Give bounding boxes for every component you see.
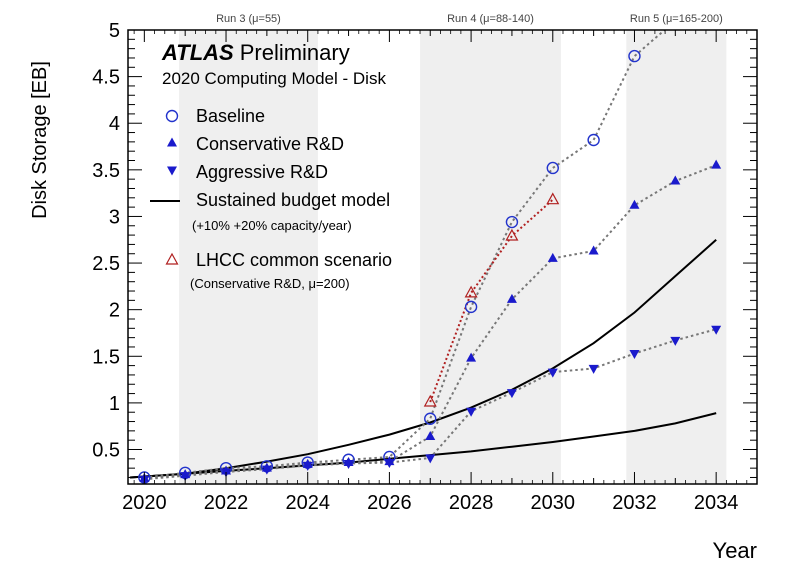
- aggressive-point: [180, 472, 191, 482]
- atlas-header: ATLAS Preliminary 2020 Computing Model - …: [161, 40, 386, 88]
- budget-line-20pct: [129, 239, 717, 479]
- run-label-3: Run 3 (μ=55): [216, 13, 281, 25]
- baseline-point: [464, 300, 478, 314]
- series-layer: [129, 30, 722, 484]
- y-tick-label: 4: [109, 113, 120, 135]
- legend-baseline-label: Baseline: [196, 106, 265, 126]
- lhcc-point: [505, 228, 519, 241]
- x-axis-title: Year: [713, 538, 757, 563]
- aggressive-point: [547, 368, 558, 378]
- status-label: Preliminary: [240, 40, 350, 65]
- aggressive-point: [711, 325, 722, 335]
- y-axis-title: Disk Storage [EB]: [29, 61, 51, 219]
- legend-budget-note: (+10% +20% capacity/year): [192, 218, 352, 233]
- baseline-point: [424, 412, 437, 425]
- legend-aggressive-marker: [167, 166, 177, 176]
- conservative-point: [466, 352, 477, 362]
- legend-aggressive-label: Aggressive R&D: [196, 162, 328, 182]
- run-label-4: Run 4 (μ=88-140): [447, 13, 534, 25]
- run-shading: [179, 30, 727, 484]
- aggressive-point: [343, 459, 354, 469]
- legend-conservative-label: Conservative R&D: [196, 134, 344, 154]
- aggressive-point: [588, 364, 599, 374]
- x-tick-label: 2022: [204, 492, 249, 514]
- atlas-label: ATLAS: [161, 40, 234, 65]
- x-tick-label: 2032: [612, 492, 657, 514]
- conservative-point: [506, 293, 517, 303]
- y-tick-label: 5: [109, 20, 120, 42]
- x-tick-label: 2026: [367, 492, 412, 514]
- conservative-point: [547, 252, 558, 262]
- header-subtitle: 2020 Computing Model - Disk: [162, 69, 386, 88]
- lhcc-point: [546, 192, 560, 205]
- aggressive-point: [261, 465, 272, 475]
- plot-frame: [127, 29, 758, 485]
- axis-ticks: 2020 2022 2024 2026 2028 2030 2032 2034 0.5 1 1.5 2…: [92, 20, 758, 514]
- conservative-point: [588, 245, 599, 255]
- aggressive-point: [425, 454, 436, 464]
- conservative-point: [711, 159, 722, 169]
- run-band-5: [626, 30, 727, 484]
- y-tick-label: 2: [109, 300, 120, 322]
- baseline-point: [546, 161, 559, 175]
- legend-baseline-marker: [165, 109, 179, 123]
- legend: Baseline Conservative R&D Aggressive R&D…: [150, 106, 392, 291]
- lhcc-point: [464, 285, 478, 298]
- baseline-point: [587, 133, 600, 147]
- y-tick-label: 0.5: [92, 440, 120, 462]
- y-tick-label: 2.5: [92, 253, 120, 275]
- run-labels: Run 3 (μ=55) Run 4 (μ=88-140) Run 5 (μ=165…: [216, 13, 723, 25]
- conservative-point: [670, 175, 681, 185]
- lhcc-point: [423, 394, 437, 407]
- conservative-point: [425, 430, 436, 440]
- legend-conservative-marker: [167, 137, 177, 147]
- series-group: [129, 30, 722, 484]
- x-tick-label: 2028: [449, 492, 494, 514]
- y-tick-label: 1: [109, 393, 120, 415]
- aggressive-point: [384, 459, 395, 469]
- legend-lhcc-marker: [165, 252, 179, 265]
- legend-budget-label: Sustained budget model: [196, 190, 390, 210]
- baseline-point: [628, 49, 641, 63]
- run-band-4: [420, 30, 561, 484]
- x-tick-label: 2034: [694, 492, 739, 514]
- aggressive-point: [302, 461, 313, 471]
- aggressive-point: [629, 349, 640, 359]
- x-tick-label: 2020: [122, 492, 167, 514]
- aggressive-point: [506, 389, 517, 399]
- y-tick-label: 4.5: [92, 67, 120, 89]
- plot-border: [127, 29, 758, 485]
- x-tick-label: 2024: [285, 492, 330, 514]
- x-tick-label: 2030: [531, 492, 576, 514]
- baseline-connector: [144, 30, 667, 479]
- run-label-5: Run 5 (μ=165-200): [630, 13, 723, 25]
- aggressive-point: [466, 407, 477, 417]
- y-tick-label: 3: [109, 206, 120, 228]
- y-tick-label: 1.5: [92, 346, 120, 368]
- y-tick-label: 3.5: [92, 160, 120, 182]
- aggressive-point: [670, 336, 681, 346]
- run-band-3: [179, 30, 318, 484]
- conservative-point: [629, 199, 640, 209]
- baseline-point: [505, 215, 519, 229]
- legend-lhcc-label: LHCC common scenario: [196, 250, 392, 270]
- legend-lhcc-note: (Conservative R&D, μ=200): [190, 276, 350, 291]
